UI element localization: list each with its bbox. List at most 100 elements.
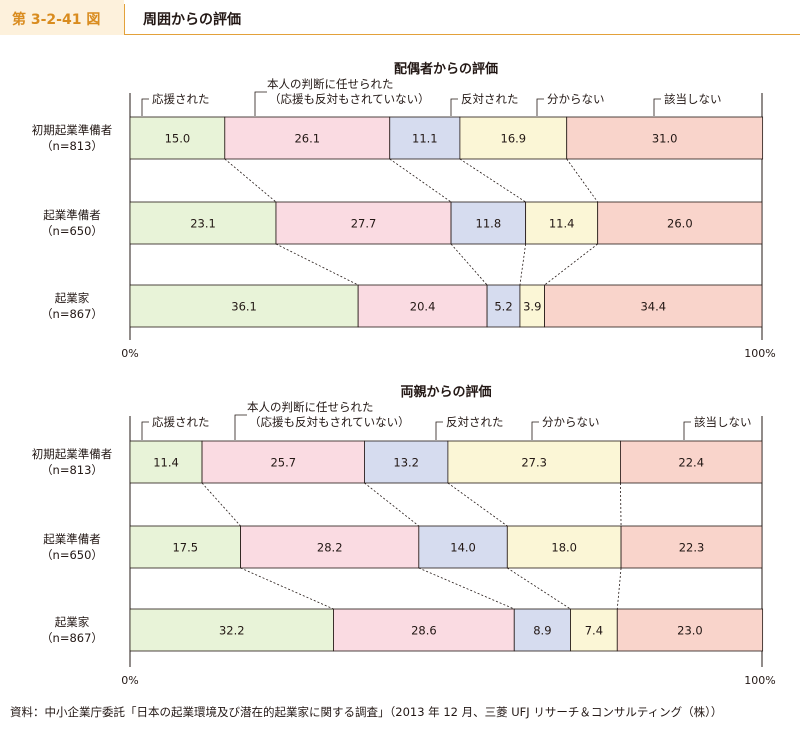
chart-1-legend-label: 分からない: [547, 92, 605, 106]
chart-2-value-label: 17.5: [172, 541, 198, 555]
chart-1-bar-3-segment-1: [129, 284, 359, 328]
chart-2-legend-leader: [435, 421, 443, 440]
chart-1-value-label: 31.0: [652, 132, 678, 146]
chart-1-connector-line: [566, 158, 599, 203]
figure-number: 第 3-2-41 図: [12, 12, 101, 28]
figure-number-tab: [0, 0, 124, 35]
chart-1-category-label: 起業準備者: [43, 208, 101, 222]
chart-2-title: 両親からの評価: [400, 384, 491, 400]
chart-1-axis-min-label: 0%: [121, 347, 138, 360]
chart-1-legend-leader: [653, 98, 661, 116]
chart-2-value-label: 8.9: [533, 624, 551, 638]
chart-1-bar-1-segment-5: [566, 116, 764, 160]
chart-2-bar-1-segment-5: [620, 440, 763, 484]
chart-1-value-label: 34.4: [640, 300, 666, 314]
chart-2-connector-line: [507, 567, 571, 610]
chart-1-category-label: 起業家: [55, 291, 90, 305]
chart-2-axis-min-label: 0%: [121, 674, 138, 687]
chart-2-connector-line: [616, 567, 622, 610]
chart-1-legend-leader: [141, 98, 149, 116]
chart-1-legend-label: 応援された: [152, 92, 210, 106]
chart-1-category-n: （n=650）: [41, 224, 103, 238]
chart-2-bar-2-segment-1: [129, 525, 241, 569]
chart-1-value-label: 23.1: [190, 217, 216, 231]
chart-2-value-label: 27.3: [521, 456, 547, 470]
chart-1-title: 配偶者からの評価: [394, 61, 498, 77]
chart-2-value-label: 32.2: [219, 624, 245, 638]
chart-2-axis-max-label: 100%: [744, 674, 775, 687]
chart-2-value-label: 11.4: [153, 456, 179, 470]
charts-canvas: 配偶者からの評価 15.0 26.1 11.1 16.9 31.0 初期起業準備者 （n=81…: [32, 61, 776, 687]
chart-1-category-n: （n=813）: [41, 139, 103, 153]
chart-1-bar-2-segment-1: [129, 201, 277, 245]
chart-2-value-label: 14.0: [450, 541, 476, 555]
chart-1-value-label: 26.1: [294, 132, 320, 146]
chart-1-legend-label-line-2: （応援も反対もされていない）: [269, 92, 430, 106]
chart-2-bar-2-segment-3: [418, 525, 508, 569]
chart-1-legend-leader: [536, 98, 544, 116]
figure-title: 周囲からの評価: [143, 12, 241, 28]
chart-2-connector-line: [240, 567, 334, 610]
figure-header: 第 3-2-41 図 周囲からの評価: [0, 0, 800, 40]
chart-1-bar-1-segment-2: [224, 116, 391, 160]
chart-1-value-label: 26.0: [667, 217, 693, 231]
chart-2-category-label: 初期起業準備者: [32, 447, 113, 461]
chart-1-value-label: 36.1: [231, 300, 257, 314]
chart-2-bar-2-segment-5: [620, 525, 763, 569]
chart-2-bar-2-segment-2: [240, 525, 420, 569]
chart-2-legend-leader: [683, 421, 691, 440]
chart-1-axis-max-label: 100%: [744, 347, 775, 360]
chart-1-legend-leader: [450, 98, 458, 116]
chart-1-connector-line: [224, 158, 277, 203]
chart-2-category-n: （n=813）: [41, 463, 103, 477]
chart-1-bar-1-segment-4: [459, 116, 568, 160]
chart-1-bar-2-segment-5: [597, 201, 763, 245]
chart-1-connector-line: [544, 243, 598, 286]
chart-2-value-label: 13.2: [393, 456, 419, 470]
chart-1-value-label: 11.1: [412, 132, 438, 146]
chart-2-value-label: 22.4: [678, 456, 704, 470]
chart-1-value-label: 11.8: [476, 217, 502, 231]
chart-2-legend-leader: [531, 421, 539, 440]
chart-2-connector-line: [201, 482, 241, 527]
chart-1-bar-1-segment-3: [389, 116, 461, 160]
chart-2-category-n: （n=650）: [41, 548, 103, 562]
header-divider-vertical: [124, 4, 125, 34]
chart-2-bar-1-segment-1: [129, 440, 203, 484]
chart-2-bar-3-segment-2: [333, 608, 515, 652]
chart-2-bar-2-segment-4: [506, 525, 622, 569]
chart-2-bar-3-segment-5: [616, 608, 764, 652]
chart-2-category-label: 起業家: [55, 615, 90, 629]
chart-1-category-label: 初期起業準備者: [32, 123, 113, 137]
chart-2-connector-line: [447, 482, 508, 527]
chart-1-value-label: 20.4: [410, 300, 436, 314]
chart-1-connector-line: [389, 158, 452, 203]
chart-2-connector-line: [364, 482, 420, 527]
chart-1-bar-3-segment-3: [486, 284, 521, 328]
chart-2-legend-label: 反対された: [446, 415, 504, 429]
chart-2-category-label: 起業準備者: [43, 532, 101, 546]
chart-2-value-label: 7.4: [585, 624, 603, 638]
chart-1-legend-label: 反対された: [461, 92, 519, 106]
chart-2-legend-label: 応援された: [152, 415, 210, 429]
source-note: 資料：中小企業庁委託「日本の起業環境及び潜在的起業家に関する調査」（2013 年…: [10, 705, 723, 719]
chart-1-value-label: 15.0: [165, 132, 191, 146]
chart-2-bar-3-segment-4: [570, 608, 618, 652]
chart-1-connector-line: [450, 243, 488, 286]
chart-2-legend-label: 分からない: [542, 415, 600, 429]
chart-1-category-n: （n=867）: [41, 307, 103, 321]
chart-2-legend-leader: [141, 421, 149, 440]
chart-2-connector-line: [620, 482, 622, 527]
chart-2-bar-3-segment-1: [129, 608, 334, 652]
chart-1-value-label: 16.9: [501, 132, 527, 146]
chart-1-bar-2-segment-4: [525, 201, 599, 245]
chart-2-category-n: （n=867）: [41, 631, 103, 645]
chart-2-value-label: 28.2: [317, 541, 343, 555]
chart-2-legend-leader: [234, 414, 247, 440]
chart-2-value-label: 18.0: [551, 541, 577, 555]
chart-2-value-label: 25.7: [270, 456, 296, 470]
chart-1-legend-label-line-1: 本人の判断に任せられた: [267, 77, 394, 91]
chart-2-legend-label-line-1: 本人の判断に任せられた: [247, 400, 374, 414]
chart-2-value-label: 23.0: [677, 624, 703, 638]
chart-1-value-label: 3.9: [523, 300, 541, 314]
